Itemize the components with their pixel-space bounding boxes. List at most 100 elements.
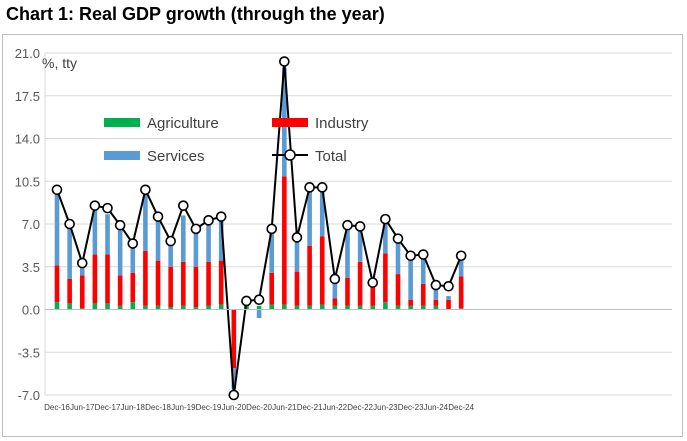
y-tick-label: 10.5 <box>15 174 40 189</box>
bar-industry-segment <box>282 176 287 305</box>
total-point-marker <box>165 235 176 247</box>
x-tick-label: Dec-19 <box>196 403 222 412</box>
bar-agriculture-segment <box>345 305 350 310</box>
x-tick-label: Jun-22 <box>323 403 348 412</box>
x-tick-label: Dec-21 <box>297 403 323 412</box>
bar-services-segment <box>256 309 262 319</box>
bar-agriculture-segment <box>67 303 72 310</box>
total-point-marker <box>405 250 416 262</box>
total-point-marker <box>430 279 442 291</box>
bar-agriculture-segment <box>79 308 85 310</box>
bar-services-segment <box>420 255 426 284</box>
bar-industry-segment <box>67 278 72 304</box>
bar-services-segment <box>395 238 401 275</box>
bar-industry-segment <box>408 299 413 306</box>
bar-agriculture-segment <box>319 304 325 310</box>
total-point-marker <box>203 215 214 226</box>
bar-agriculture-segment <box>168 307 173 310</box>
bar-services-segment <box>168 243 173 267</box>
total-point-marker <box>291 232 303 243</box>
total-point-marker <box>228 389 240 401</box>
x-tick-label: Jun-17 <box>70 403 95 412</box>
y-tick-label: 17.5 <box>15 89 40 104</box>
total-point-marker <box>140 184 151 196</box>
total-point-marker <box>443 280 454 292</box>
bar-industry-segment <box>433 299 439 306</box>
total-point-marker <box>215 211 227 222</box>
bar-industry-segment <box>269 272 275 305</box>
bar-industry-segment <box>54 265 60 303</box>
total-line <box>51 56 467 401</box>
total-point-marker <box>190 223 202 235</box>
total-point-marker <box>152 211 164 222</box>
bar-agriculture-segment <box>105 303 110 310</box>
bar-services-segment <box>433 285 439 300</box>
bar-services-segment <box>130 248 136 273</box>
total-point-marker <box>367 277 379 288</box>
bar-industry-segment <box>117 275 123 306</box>
total-point-marker <box>455 250 467 262</box>
total-point-marker <box>316 182 328 193</box>
bar-agriculture-segment <box>54 302 60 310</box>
bar-services-segment <box>143 191 148 251</box>
bar-services-segment <box>408 256 413 300</box>
y-tick-label: 14.0 <box>15 132 40 147</box>
bar-agriculture-segment <box>408 305 413 310</box>
bar-agriculture-segment <box>458 308 464 310</box>
bar-services-segment <box>181 215 186 262</box>
bar-services-segment <box>193 228 199 267</box>
total-point-marker <box>266 223 278 235</box>
bar-agriculture-segment <box>269 304 275 310</box>
bar-agriculture-segment <box>143 305 148 310</box>
total-point-marker <box>127 238 139 249</box>
bar-industry-segment <box>446 299 451 310</box>
total-point-marker <box>354 221 366 232</box>
bar-services-segment <box>446 296 451 300</box>
total-point-marker <box>329 273 341 285</box>
bar-industry-segment <box>383 253 388 303</box>
x-tick-label: Dec-16 <box>44 403 70 412</box>
x-tick-label: Dec-23 <box>398 403 424 412</box>
legend-label-industry: Industry <box>315 115 369 132</box>
bar-agriculture-segment <box>332 305 338 310</box>
legend-swatch-services <box>104 151 140 160</box>
total-point-marker <box>51 184 63 196</box>
total-point-marker <box>178 200 189 211</box>
bar-agriculture-segment <box>357 305 363 310</box>
x-tick-label: Dec-20 <box>246 403 272 412</box>
y-tick-label: -3.5 <box>18 345 40 360</box>
bar-industry-segment <box>206 261 211 306</box>
bar-industry-segment <box>193 266 199 308</box>
total-point-marker <box>380 213 391 225</box>
bar-agriculture-segment <box>307 305 312 310</box>
bar-services-segment <box>206 222 211 262</box>
total-point-marker <box>304 182 315 193</box>
bar-industry-segment <box>218 260 224 305</box>
y-tick-label: -7.0 <box>18 388 40 403</box>
legend-label-services: Services <box>147 148 205 165</box>
x-tick-label: Jun-18 <box>121 403 146 412</box>
bar-industry-segment <box>79 275 85 309</box>
bar-industry-segment <box>420 283 426 306</box>
bar-agriculture-segment <box>130 302 136 310</box>
bar-services-segment <box>319 189 325 237</box>
total-point-marker <box>114 219 126 231</box>
x-tick-label: Jun-21 <box>272 403 297 412</box>
x-tick-label: Jun-20 <box>222 403 247 412</box>
y-tick-label: 0.0 <box>22 303 40 318</box>
bar-industry-segment <box>307 245 312 306</box>
bar-services-segment <box>294 238 300 272</box>
stacked-bars <box>54 67 464 389</box>
y-tick-label: 3.5 <box>22 260 40 275</box>
bar-services-segment <box>231 368 237 389</box>
bar-industry-segment <box>231 309 237 369</box>
bar-services-segment <box>54 189 60 266</box>
bar-agriculture-segment <box>395 305 401 310</box>
bar-agriculture-segment <box>117 305 123 310</box>
x-tick-label: Jun-23 <box>373 403 398 412</box>
total-point-marker <box>76 257 88 269</box>
total-point-marker <box>342 219 353 231</box>
bar-services-segment <box>458 258 464 277</box>
total-point-marker <box>102 202 113 214</box>
